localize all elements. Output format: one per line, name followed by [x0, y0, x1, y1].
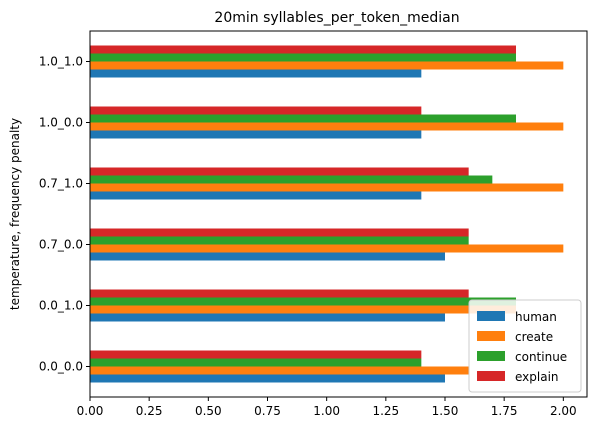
- bar-continue-0.7_0.0: [90, 236, 469, 245]
- bar-continue-0.7_1.0: [90, 175, 493, 184]
- x-tick-label: 0.75: [254, 404, 281, 418]
- bars-layer: [90, 45, 564, 383]
- bar-continue-1.0_1.0: [90, 53, 516, 62]
- x-tick-label: 0.25: [136, 404, 163, 418]
- plot-frame: [89, 30, 588, 398]
- legend-swatch-human: [477, 311, 505, 321]
- legend: human create continue explain: [468, 299, 582, 393]
- y-axis-label: temperature, frequency penalty: [8, 118, 22, 310]
- bar-create-0.0_1.0: [90, 305, 516, 314]
- bar-create-1.0_1.0: [90, 61, 564, 70]
- chart-title: 20min syllables_per_token_median: [214, 10, 459, 26]
- bar-human-0.7_1.0: [90, 191, 422, 200]
- x-tick-label: 1.25: [372, 404, 399, 418]
- bar-explain-0.0_1.0: [90, 289, 469, 298]
- legend-label-create: create: [515, 330, 553, 344]
- y-tick-label: 0.0_0.0: [39, 360, 83, 374]
- x-tick-label: 2.00: [550, 404, 577, 418]
- x-tick-label: 1.00: [313, 404, 340, 418]
- bar-create-0.0_0.0: [90, 366, 469, 375]
- bar-explain-0.7_1.0: [90, 167, 469, 176]
- bar-continue-1.0_0.0: [90, 114, 516, 123]
- bar-explain-0.0_0.0: [90, 350, 422, 359]
- bar-explain-1.0_0.0: [90, 106, 422, 115]
- bar-create-1.0_0.0: [90, 122, 564, 131]
- y-tick-label: 0.0_1.0: [39, 299, 83, 313]
- bar-human-0.7_0.0: [90, 252, 445, 261]
- y-tick-label: 0.7_1.0: [39, 177, 83, 191]
- legend-label-human: human: [515, 310, 557, 324]
- y-axis-ticks: 0.0_0.0 0.0_1.0 0.7_0.0 0.7_1.0 1.0_0.0 1.0_1…: [39, 55, 90, 374]
- x-tick-label: 0.50: [195, 404, 222, 418]
- legend-swatch-continue: [477, 351, 505, 361]
- bar-continue-0.0_0.0: [90, 358, 422, 367]
- y-tick-label: 0.7_0.0: [39, 238, 83, 252]
- legend-swatch-explain: [477, 371, 505, 381]
- bar-human-1.0_0.0: [90, 130, 422, 139]
- bar-create-0.7_1.0: [90, 183, 564, 192]
- y-tick-label: 1.0_0.0: [39, 116, 83, 130]
- legend-box: [468, 299, 582, 393]
- bar-explain-0.7_0.0: [90, 228, 469, 237]
- bar-create-0.7_0.0: [90, 244, 564, 253]
- bar-human-0.0_0.0: [90, 374, 445, 383]
- bar-continue-0.0_1.0: [90, 297, 516, 306]
- bar-human-1.0_1.0: [90, 69, 422, 78]
- bar-explain-1.0_1.0: [90, 45, 516, 54]
- legend-label-continue: continue: [515, 350, 567, 364]
- x-tick-label: 1.50: [432, 404, 459, 418]
- x-axis-ticks: 0.00 0.25 0.50 0.75 1.00 1.25 1.50 1.75 2.00: [77, 397, 577, 418]
- x-tick-label: 0.00: [77, 404, 104, 418]
- x-tick-label: 1.75: [491, 404, 518, 418]
- y-tick-label: 1.0_1.0: [39, 55, 83, 69]
- bar-human-0.0_1.0: [90, 313, 445, 322]
- legend-swatch-create: [477, 331, 505, 341]
- legend-label-explain: explain: [515, 370, 559, 384]
